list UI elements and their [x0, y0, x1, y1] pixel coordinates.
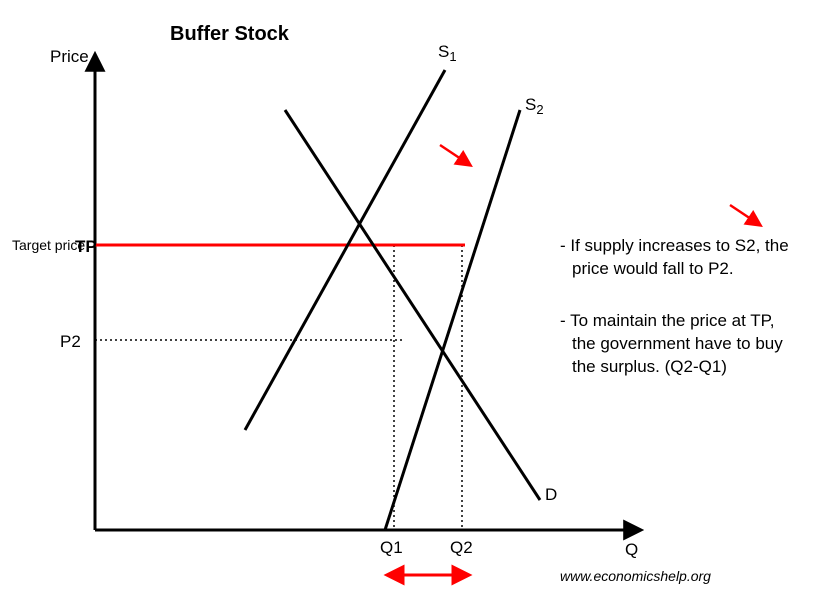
q2-label: Q2: [450, 538, 473, 557]
note-1-line-2: price would fall to P2.: [572, 258, 734, 281]
supply-curve-1: [245, 70, 445, 430]
chart-svg: Buffer Stock Price Q Target price TP P2 …: [0, 0, 815, 610]
y-axis-label: Price: [50, 47, 89, 66]
shift-arrow-icon: [440, 145, 470, 165]
s1-label: S1: [438, 42, 457, 64]
chart-stage: Buffer Stock Price Q Target price TP P2 …: [0, 0, 815, 610]
x-axis-label: Q: [625, 540, 638, 559]
s2-label: S2: [525, 95, 544, 117]
source-attribution: www.economicshelp.org: [560, 568, 711, 584]
legend-arrow-icon: [730, 205, 760, 225]
target-price-label: TP: [75, 237, 97, 256]
note-1-line-1: - If supply increases to S2, the: [560, 235, 789, 258]
p2-label: P2: [60, 332, 81, 351]
note-2-line-1: - To maintain the price at TP,: [560, 310, 775, 333]
chart-title: Buffer Stock: [170, 23, 290, 45]
note-2-line-2: the government have to buy: [572, 333, 783, 356]
demand-label: D: [545, 485, 557, 504]
supply-curve-2: [385, 110, 520, 530]
note-2-line-3: the surplus. (Q2-Q1): [572, 356, 727, 379]
axes: Price Q: [50, 47, 640, 559]
q1-label: Q1: [380, 538, 403, 557]
